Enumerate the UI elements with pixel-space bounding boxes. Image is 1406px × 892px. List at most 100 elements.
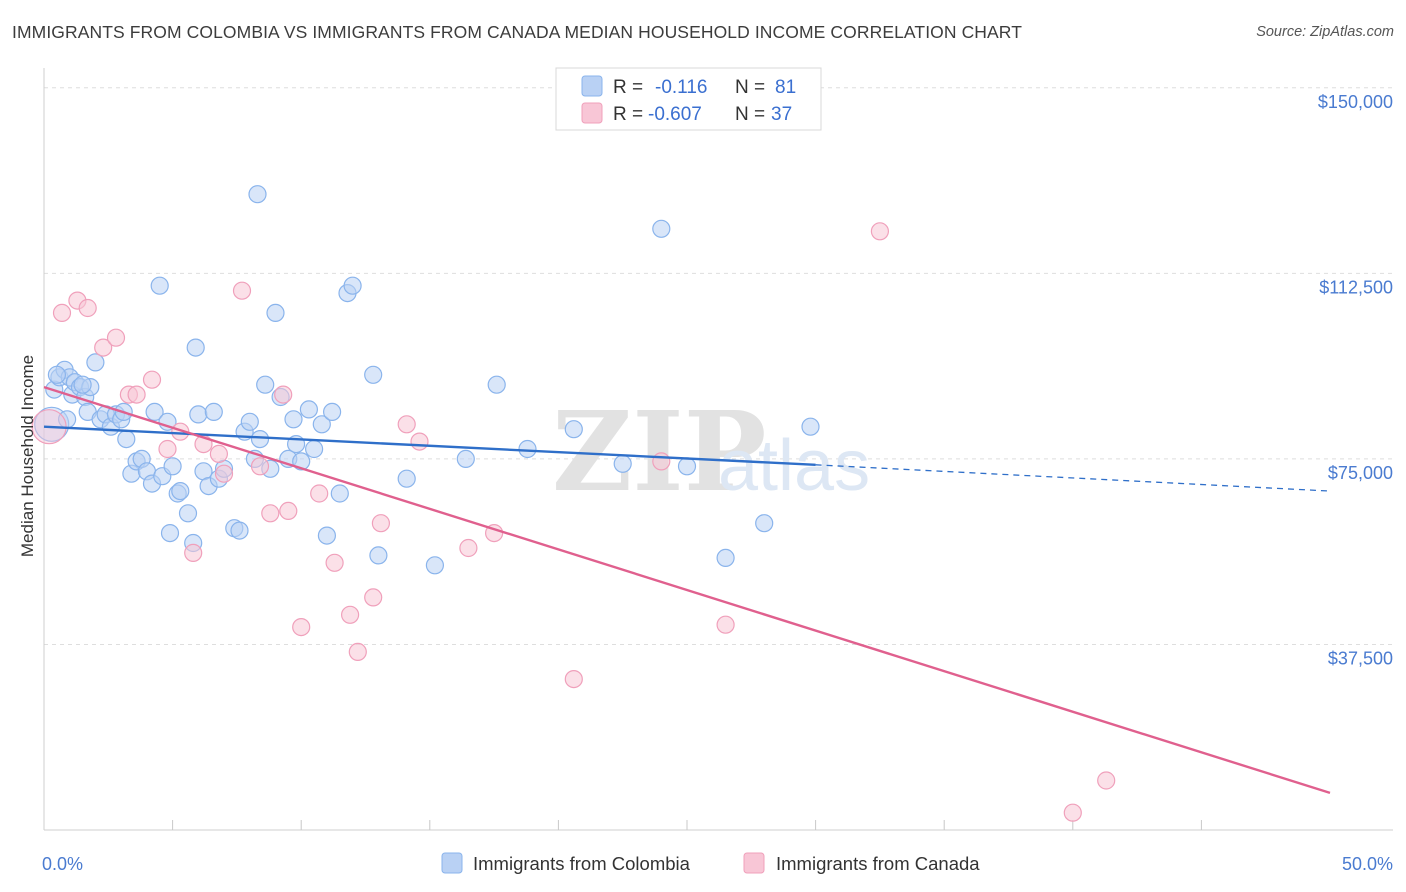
canada-point-11 — [184, 543, 203, 563]
colombia-point-71 — [652, 219, 671, 238]
colombia-point-12 — [86, 353, 105, 372]
colombia-trend-extension — [815, 464, 1331, 492]
x-ticks — [172, 820, 1202, 830]
colombia-point-69 — [564, 420, 583, 439]
colombia-trend-line — [43, 425, 816, 467]
canada-point-36 — [1097, 771, 1116, 790]
legend-r-label-colombia: R = — [613, 77, 643, 98]
colombia-point-64 — [397, 469, 416, 488]
bottom-swatch-canada — [743, 852, 765, 874]
legend-n-label-colombia: N = — [735, 77, 765, 98]
colombia-point-70 — [613, 454, 632, 473]
colombia-point-63 — [369, 546, 388, 565]
y-tick-label-1: $112,500 — [1319, 277, 1393, 297]
canada-point-31 — [564, 669, 583, 689]
y-tick-label-3: $37,500 — [1328, 648, 1393, 668]
colombia-point-66 — [456, 449, 475, 468]
canada-point-9 — [158, 439, 177, 459]
colombia-point-27 — [160, 523, 180, 543]
bottom-legend-canada: Immigrants from Canada — [776, 853, 980, 874]
stats-legend: R = -0.116 N = 81 R = -0.607 N = 37 — [555, 67, 822, 131]
legend-n-label-canada: N = — [735, 104, 765, 125]
legend-swatch-colombia — [581, 75, 603, 97]
colombia-point-61 — [343, 276, 362, 295]
trend-lines — [43, 386, 1331, 795]
y-tick-label-2: $75,000 — [1328, 463, 1393, 483]
y-tick-labels: $150,000 $112,500 $75,000 $37,500 — [1318, 92, 1393, 669]
canada-point-34 — [870, 222, 890, 241]
canada-points — [31, 222, 1116, 822]
canada-point-33 — [716, 615, 735, 634]
colombia-point-54 — [299, 400, 318, 419]
bottom-legend-colombia: Immigrants from Colombia — [473, 853, 691, 874]
series-legend: Immigrants from Colombia Immigrants from… — [441, 852, 980, 874]
colombia-point-72 — [677, 457, 697, 476]
source-label: Source: ZipAtlas.com — [1256, 24, 1394, 40]
watermark-zip: ZIP — [552, 387, 766, 516]
colombia-point-65 — [425, 556, 444, 575]
canada-point-24 — [348, 642, 367, 662]
canada-point-21 — [310, 484, 329, 503]
colombia-point-37 — [204, 402, 223, 421]
canada-point-20 — [292, 617, 311, 637]
canada-point-29 — [459, 538, 478, 558]
legend-swatch-canada — [581, 102, 603, 124]
legend-r-value-colombia: -0.116 — [655, 77, 707, 98]
x-tick-labels: 0.0% 50.0% — [42, 854, 1393, 874]
colombia-point-18 — [117, 430, 136, 449]
colombia-point-55 — [305, 439, 324, 459]
colombia-point-45 — [250, 430, 270, 449]
canada-point-18 — [274, 385, 293, 404]
canada-point-14 — [214, 464, 234, 483]
x-tick-label-1: 50.0% — [1342, 854, 1393, 874]
colombia-point-53 — [292, 452, 311, 471]
legend-r-label-canada: R = — [613, 104, 643, 125]
colombia-point-73 — [716, 548, 735, 568]
canada-point-7 — [127, 385, 146, 404]
colombia-point-41 — [230, 521, 249, 540]
colombia-point-68 — [518, 439, 537, 459]
colombia-point-51 — [284, 410, 303, 429]
canada-point-3 — [78, 298, 97, 318]
colombia-point-34 — [189, 405, 208, 424]
chart-title: IMMIGRANTS FROM COLOMBIA VS IMMIGRANTS F… — [12, 22, 1023, 42]
canada-point-26 — [371, 514, 390, 533]
colombia-point-33 — [186, 338, 205, 357]
colombia-point-30 — [171, 482, 190, 501]
watermark: ZIP atlas — [552, 387, 870, 516]
canada-point-32 — [652, 452, 671, 471]
canada-point-1 — [52, 303, 72, 322]
colombia-point-31 — [178, 504, 198, 523]
colombia-point-74 — [755, 514, 774, 533]
colombia-point-77 — [73, 375, 92, 394]
y-axis-title: Median Household Income — [18, 355, 37, 557]
canada-point-4 — [94, 338, 113, 357]
canada-point-17 — [261, 504, 280, 523]
canada-point-8 — [142, 370, 162, 389]
canada-point-25 — [364, 588, 383, 607]
canada-point-15 — [232, 281, 252, 300]
colombia-point-75 — [801, 417, 820, 436]
colombia-point-67 — [487, 375, 506, 394]
colombia-points — [34, 185, 820, 575]
colombia-point-28 — [163, 457, 182, 476]
canada-point-22 — [325, 553, 344, 572]
canada-point-13 — [209, 444, 228, 463]
legend-r-value-canada: -0.607 — [648, 104, 702, 125]
colombia-point-56 — [312, 415, 331, 434]
colombia-point-79 — [150, 276, 169, 295]
canada-point-28 — [410, 432, 429, 451]
legend-n-value-canada: 37 — [771, 104, 792, 125]
colombia-point-76 — [47, 365, 67, 384]
y-tick-label-0: $150,000 — [1318, 92, 1393, 112]
canada-point-35 — [1063, 803, 1082, 822]
x-tick-label-0: 0.0% — [42, 854, 83, 874]
colombia-point-48 — [266, 303, 285, 322]
canada-point-23 — [341, 605, 360, 624]
canada-trend-line — [43, 386, 1331, 795]
canada-point-19 — [279, 501, 298, 520]
canada-point-16 — [250, 457, 270, 476]
watermark-atlas: atlas — [718, 426, 870, 506]
colombia-point-46 — [256, 375, 275, 394]
